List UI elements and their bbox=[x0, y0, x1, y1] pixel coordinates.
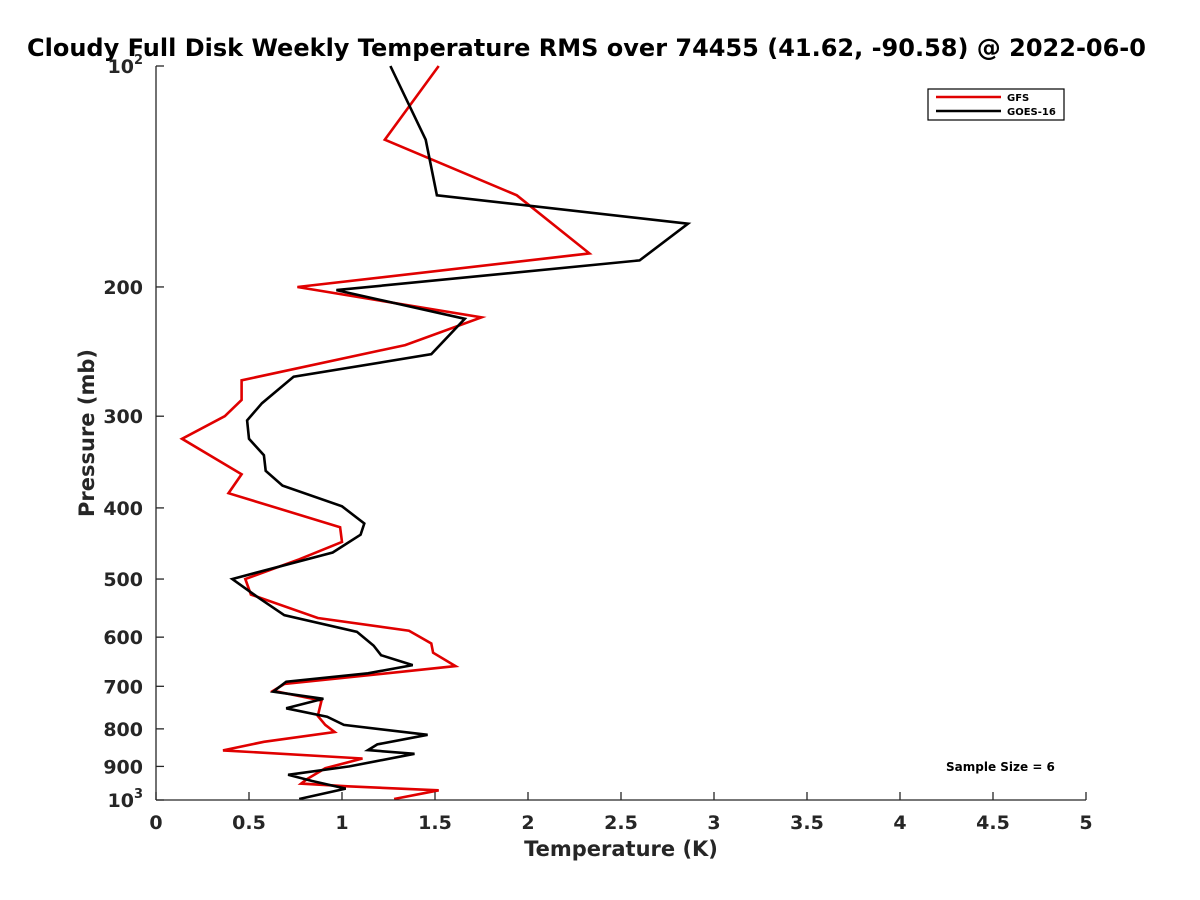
x-tick-label: 4 bbox=[893, 812, 906, 834]
series-line-goes16 bbox=[229, 65, 692, 801]
legend: GFS GOES-16 bbox=[927, 88, 1065, 121]
y-tick-label: 200 bbox=[103, 277, 143, 299]
x-tick-label: 3 bbox=[707, 812, 720, 834]
y-tick-label: 600 bbox=[103, 627, 143, 649]
x-ticks: 0 0.5 1 1.5 2 2.5 3 3.5 4 4.5 5 bbox=[149, 792, 1093, 834]
x-tick-label: 0.5 bbox=[232, 812, 266, 834]
y-tick-label: 700 bbox=[103, 676, 143, 698]
series-line-gfs bbox=[179, 65, 593, 801]
series-layer bbox=[179, 65, 692, 801]
y-tick-label: 900 bbox=[103, 756, 143, 778]
y-axis-label: Pressure (mb) bbox=[75, 349, 99, 517]
y-tick-label: 800 bbox=[103, 719, 143, 741]
x-tick-label: 3.5 bbox=[790, 812, 824, 834]
x-tick-label: 2.5 bbox=[604, 812, 638, 834]
x-axis-label: Temperature (K) bbox=[524, 837, 718, 861]
x-tick-label: 2 bbox=[521, 812, 534, 834]
y-tick-label: 400 bbox=[103, 498, 143, 520]
x-tick-label: 4.5 bbox=[976, 812, 1010, 834]
x-tick-label: 0 bbox=[149, 812, 162, 834]
legend-label-goes16: GOES-16 bbox=[1007, 107, 1056, 118]
y-tick-label: 102 bbox=[108, 53, 144, 78]
legend-label-gfs: GFS bbox=[1007, 93, 1029, 104]
x-tick-label: 1.5 bbox=[418, 812, 452, 834]
y-tick-label: 500 bbox=[103, 569, 143, 591]
sample-size-annotation: Sample Size = 6 bbox=[946, 760, 1055, 774]
y-tick-label: 300 bbox=[103, 406, 143, 428]
axes-layer bbox=[155, 66, 1086, 801]
chart-title: Cloudy Full Disk Weekly Temperature RMS … bbox=[27, 34, 1146, 62]
y-ticks: 102 200 300 400 500 600 700 800 900 103 bbox=[103, 53, 164, 812]
legend-box bbox=[927, 88, 1065, 121]
x-tick-label: 5 bbox=[1079, 812, 1092, 834]
x-tick-label: 1 bbox=[335, 812, 348, 834]
y-tick-label: 103 bbox=[108, 787, 144, 812]
